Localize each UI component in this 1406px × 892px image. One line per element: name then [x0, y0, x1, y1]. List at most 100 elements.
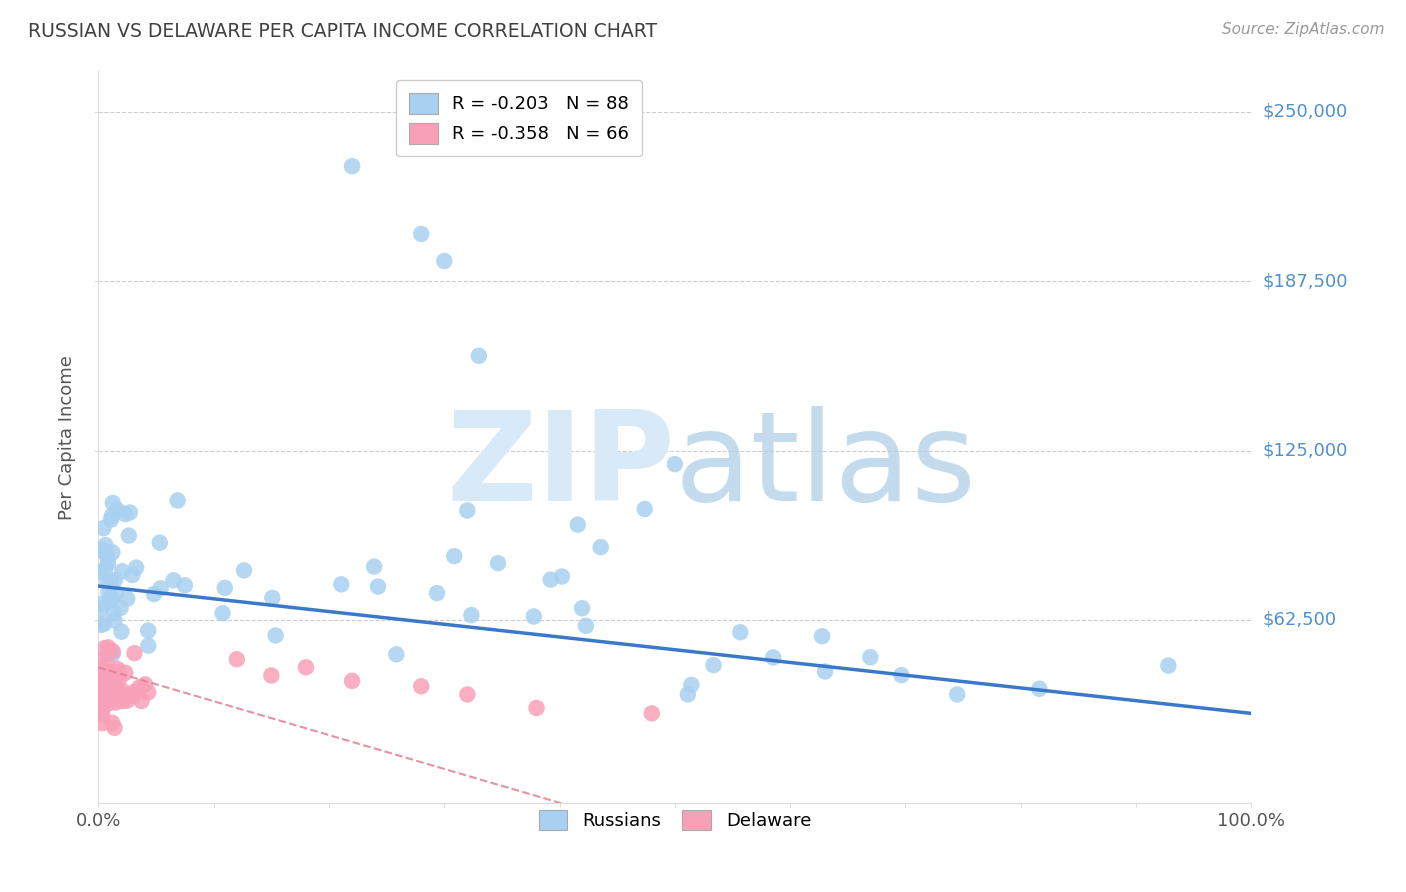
Point [105, 681, 128, 695]
Point [340, 673, 363, 688]
Point [90, 664, 112, 678]
Point [136, 685, 159, 699]
Point [411, 227, 433, 241]
Point [567, 517, 589, 532]
Point [111, 694, 134, 708]
Point [762, 650, 785, 665]
Point [96, 664, 118, 678]
Point [125, 560, 148, 574]
Point [575, 619, 598, 633]
Point [166, 493, 188, 508]
Point [664, 457, 686, 471]
Point [114, 665, 136, 680]
Point [110, 683, 132, 698]
Point [96, 697, 118, 711]
Point [91, 687, 114, 701]
Point [330, 577, 353, 591]
Point [456, 503, 478, 517]
Point [136, 639, 159, 653]
Y-axis label: Per Capita Income: Per Capita Income [58, 355, 76, 519]
Point [89, 690, 111, 704]
Point [548, 443, 571, 458]
Point [149, 535, 172, 549]
Point [103, 670, 125, 684]
Point [101, 715, 124, 730]
Point [486, 556, 509, 570]
Point [100, 685, 122, 699]
Point [540, 573, 562, 587]
Point [681, 678, 703, 692]
Point [89, 698, 111, 712]
Point [124, 646, 146, 660]
Point [433, 254, 456, 268]
Point [115, 694, 138, 708]
Point [108, 665, 131, 679]
Point [108, 686, 131, 700]
Point [115, 591, 138, 606]
Point [107, 503, 129, 517]
Point [295, 660, 318, 674]
Point [90, 618, 112, 632]
Point [93, 671, 115, 685]
Text: RUSSIAN VS DELAWARE PER CAPITA INCOME CORRELATION CHART: RUSSIAN VS DELAWARE PER CAPITA INCOME CO… [28, 22, 657, 41]
Point [1157, 658, 1180, 673]
Point [96, 657, 118, 672]
Point [468, 349, 491, 363]
Point [122, 689, 145, 703]
Point [97, 557, 120, 571]
Point [363, 559, 385, 574]
Text: $125,000: $125,000 [1263, 442, 1348, 459]
Point [107, 662, 129, 676]
Point [262, 591, 284, 605]
Point [93, 641, 115, 656]
Point [814, 665, 837, 679]
Point [100, 574, 122, 589]
Point [641, 706, 664, 721]
Point [118, 528, 141, 542]
Point [104, 696, 127, 710]
Point [105, 586, 128, 600]
Point [104, 668, 127, 682]
Point [173, 578, 195, 592]
Point [114, 507, 136, 521]
Point [101, 644, 124, 658]
Text: $187,500: $187,500 [1263, 272, 1348, 290]
Point [90, 597, 112, 611]
Point [89, 683, 111, 698]
Point [676, 688, 699, 702]
Point [89, 689, 111, 703]
Point [118, 506, 141, 520]
Point [443, 549, 465, 563]
Text: atlas: atlas [675, 406, 977, 527]
Point [94, 538, 117, 552]
Point [571, 601, 593, 615]
Point [214, 581, 236, 595]
Point [411, 679, 433, 693]
Point [108, 672, 131, 686]
Point [523, 609, 546, 624]
Point [110, 624, 132, 639]
Point [103, 721, 125, 735]
Point [340, 159, 363, 173]
Point [128, 681, 150, 695]
Point [100, 665, 122, 680]
Point [89, 675, 111, 690]
Point [94, 671, 117, 685]
Point [103, 667, 125, 681]
Point [426, 586, 449, 600]
Point [89, 673, 111, 687]
Point [103, 614, 125, 628]
Point [946, 688, 969, 702]
Point [89, 654, 111, 668]
Point [90, 543, 112, 558]
Point [162, 574, 184, 588]
Point [90, 668, 112, 682]
Point [93, 521, 115, 535]
Point [91, 693, 114, 707]
Point [89, 686, 111, 700]
Point [233, 563, 256, 577]
Point [121, 568, 143, 582]
Point [589, 540, 612, 554]
Point [367, 580, 389, 594]
Point [1028, 681, 1050, 696]
